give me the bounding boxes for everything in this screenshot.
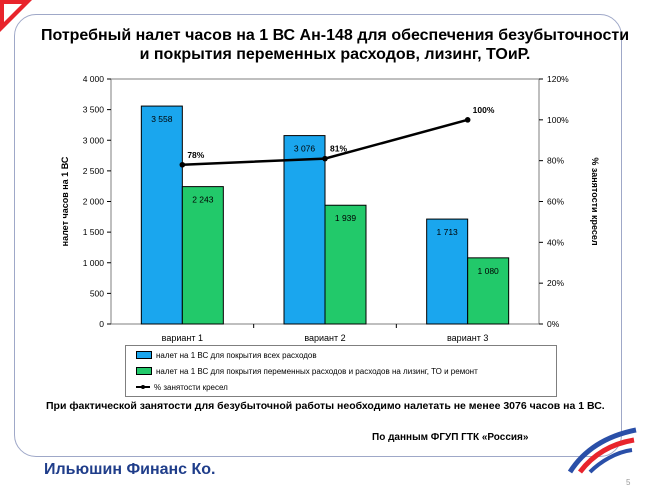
red-corner-triangle-icon [0,0,32,32]
x-tick-label: вариант 2 [304,333,345,343]
y-tick-label: 0 [99,319,104,329]
legend-item-all-costs: налет на 1 ВС для покрытия всех расходов [136,349,317,361]
y-tick-label: 1 500 [83,227,105,237]
bar-data-label: 3 558 [151,114,173,124]
source-text: По данным ФГУП ГТК «Россия» [372,432,529,443]
chart-legend: налет на 1 ВС для покрытия всех расходов… [125,345,557,397]
y2-tick-label: 80% [547,156,564,166]
bar-data-label: 2 243 [192,195,214,205]
y-tick-label: 2 000 [83,197,105,207]
x-tick-label: вариант 1 [162,333,203,343]
y2-axis-label: % занятости кресел [590,157,600,246]
y2-tick-label: 100% [547,115,569,125]
line-data-label: 78% [187,150,204,160]
bar [324,204,367,325]
line-point [179,161,186,168]
bar [426,218,469,325]
y-tick-label: 3 000 [83,135,105,145]
chart: 0 500 1 000 1 500 2 000 2 500 3 000 3 500 4 000 0… [60,74,600,343]
bar-data-label: 3 076 [294,144,316,154]
y2-tick-label: 40% [547,237,564,247]
bar-data-label: 1 713 [437,227,459,237]
y2-tick-label: 120% [547,74,569,84]
y-axis-label: налет часов на 1 ВС [60,156,70,246]
brand-name: Ильюшин Финанс Ко. [44,461,216,478]
bar-data-label: 1 080 [478,266,500,276]
bar [181,186,224,325]
line-point [464,117,471,123]
y-tick-label: 1 000 [83,258,105,268]
legend-label: налет на 1 ВС для покрытия всех расходов [156,350,317,360]
y2-tick-label: 0% [547,319,560,329]
x-tick-label: вариант 3 [447,333,488,343]
y-tick-label: 2 500 [83,166,105,176]
legend-label: % занятости кресел [154,382,228,392]
page-number: 5 [626,478,631,487]
y2-tick-label: 20% [547,278,564,288]
slide-title: Потребный налет часов на 1 ВС Ан-148 для… [40,27,630,63]
line-data-label: 100% [473,105,495,115]
y-tick-label: 3 500 [83,105,105,115]
line-data-label: 81% [330,144,347,154]
legend-line-marker [136,385,150,389]
bar [283,135,326,325]
bar-data-label: 1 939 [335,213,357,223]
bar [140,105,183,325]
line-point [322,155,328,162]
y-tick-label: 500 [90,288,104,298]
y2-tick-label: 60% [547,197,564,207]
legend-swatch-blue [136,351,152,359]
legend-swatch-green [136,367,152,375]
bar [467,257,510,325]
y-tick-label: 4 000 [83,74,105,84]
ilyushin-finance-logo-icon [567,427,637,474]
legend-item-seat-occupancy: % занятости кресел [136,381,228,393]
legend-item-variable-costs: налет на 1 ВС для покрытия переменных ра… [136,365,478,377]
footnote-text: При фактической занятости для безубыточн… [46,400,605,412]
legend-label: налет на 1 ВС для покрытия переменных ра… [156,366,478,376]
